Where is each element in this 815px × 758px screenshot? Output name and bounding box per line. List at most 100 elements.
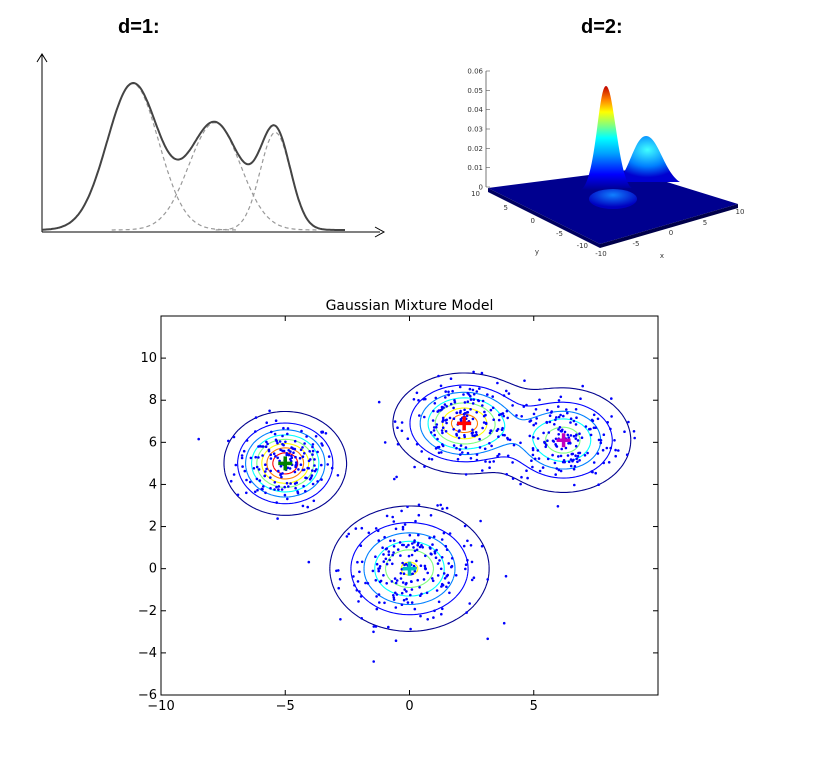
data-point	[311, 482, 315, 486]
data-point	[412, 564, 416, 568]
data-point	[441, 443, 444, 446]
data-point	[466, 400, 470, 404]
data-point	[475, 433, 479, 437]
data-point	[387, 625, 390, 629]
data-point	[395, 579, 399, 582]
data-point	[428, 536, 431, 540]
data-point	[254, 416, 258, 419]
data-point	[467, 420, 471, 423]
data-point	[393, 477, 396, 481]
data-point	[417, 503, 421, 507]
data-point	[398, 541, 402, 544]
data-point	[536, 437, 540, 440]
data-point	[443, 577, 447, 580]
data-point	[455, 434, 459, 437]
data-point	[302, 468, 306, 472]
data-point	[413, 465, 416, 469]
data-point	[269, 457, 273, 460]
data-point	[289, 450, 292, 453]
data-point	[294, 486, 297, 490]
data-point	[382, 574, 385, 577]
data-point	[566, 454, 570, 457]
data-point	[441, 507, 444, 511]
data-point	[502, 394, 506, 397]
data-point	[506, 438, 510, 441]
data-point	[557, 455, 560, 458]
data-point	[531, 465, 534, 469]
data-point	[528, 434, 532, 438]
data-point	[501, 412, 505, 415]
data-point	[417, 541, 420, 545]
data-point	[285, 481, 289, 485]
x-tick-label: 0	[405, 699, 413, 714]
data-point	[459, 453, 462, 456]
data-point	[252, 467, 256, 470]
data-point	[447, 390, 450, 394]
data-point	[466, 558, 469, 562]
data-point	[377, 593, 381, 596]
data-point	[382, 553, 385, 556]
data-point	[532, 412, 536, 416]
data-point	[511, 404, 514, 407]
data-point	[275, 485, 278, 489]
data-point	[554, 443, 557, 446]
data-point	[290, 454, 293, 458]
data-point	[546, 457, 550, 461]
data-point	[248, 480, 252, 484]
data-point	[520, 475, 523, 479]
data-point	[458, 385, 462, 389]
data-point	[554, 444, 558, 447]
component-mean-marker-4	[556, 433, 571, 448]
data-point	[571, 452, 575, 456]
data-point	[374, 555, 377, 558]
data-point	[399, 577, 403, 580]
data-point	[433, 609, 436, 613]
data-point	[375, 562, 379, 566]
data-point	[543, 441, 547, 445]
data-point	[279, 473, 282, 477]
data-point	[565, 408, 568, 411]
data-point	[273, 488, 276, 491]
y-tick-label: 5	[504, 204, 508, 212]
data-point	[320, 478, 323, 481]
data-point	[463, 411, 467, 415]
data-point	[450, 565, 453, 569]
data-point	[497, 435, 500, 439]
data-point	[312, 499, 316, 503]
data-point	[562, 440, 566, 443]
data-point	[432, 535, 436, 538]
data-point	[445, 506, 449, 510]
data-point	[455, 446, 458, 450]
data-point	[374, 527, 378, 530]
data-point	[366, 582, 370, 585]
data-point	[394, 606, 398, 609]
data-point	[286, 466, 290, 470]
data-point	[591, 470, 594, 474]
data-point	[464, 417, 468, 421]
data-point	[417, 533, 420, 537]
data-point	[399, 554, 402, 557]
data-point	[301, 455, 305, 459]
data-point	[441, 416, 445, 420]
data-point	[311, 443, 315, 446]
data-point	[432, 429, 436, 432]
data-point	[415, 559, 418, 563]
data-point	[505, 409, 509, 413]
data-point	[566, 411, 569, 415]
data-point	[599, 439, 603, 442]
data-point	[442, 531, 446, 535]
data-point	[554, 437, 558, 441]
data-point	[359, 595, 363, 598]
contour-level-4	[251, 397, 592, 597]
data-point	[234, 463, 238, 467]
data-point	[434, 396, 438, 400]
data-point	[264, 445, 268, 449]
data-point	[447, 562, 451, 565]
data-point	[388, 558, 392, 562]
data-point	[544, 443, 548, 447]
data-point	[441, 583, 445, 587]
data-point	[261, 454, 264, 457]
data-point	[440, 451, 443, 454]
data-point	[269, 487, 272, 490]
